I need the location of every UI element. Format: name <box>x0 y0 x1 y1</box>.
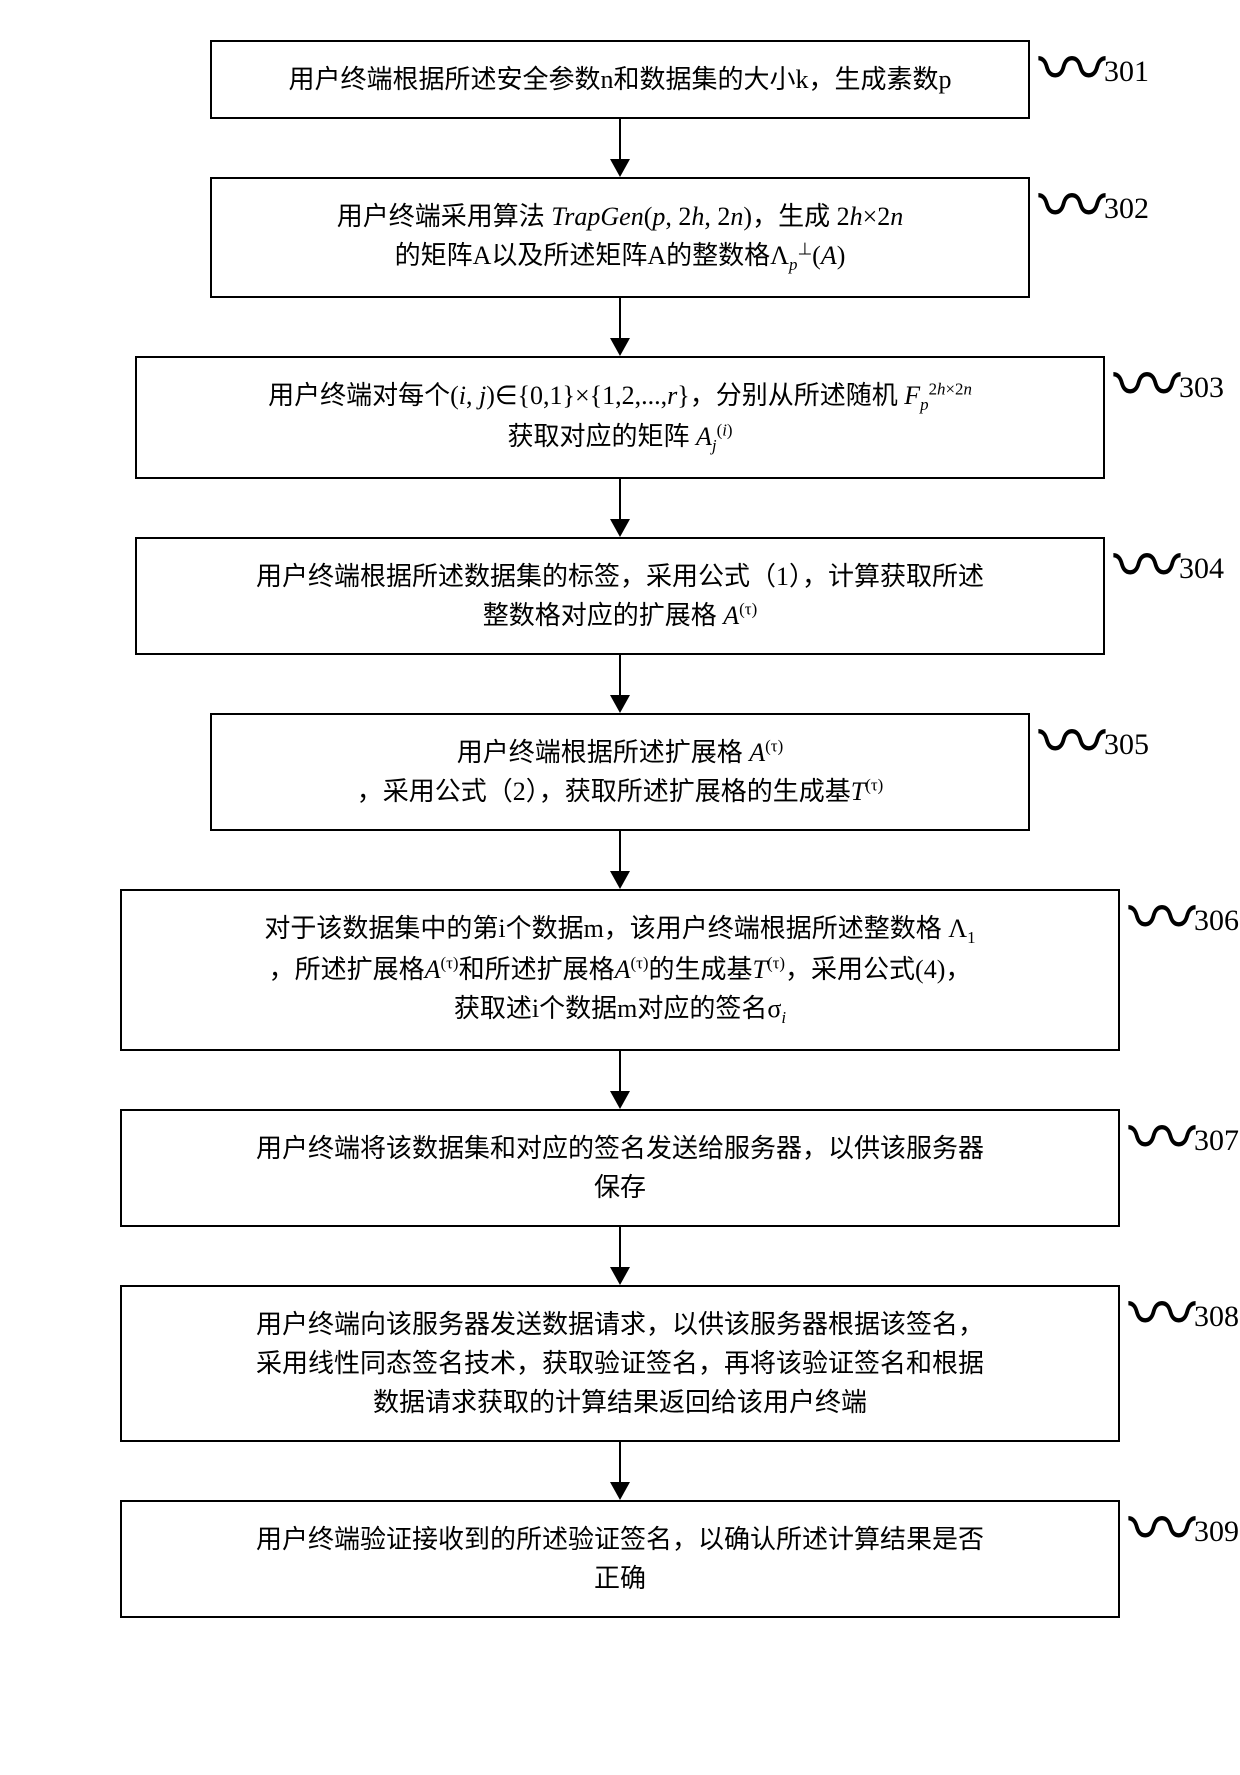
step-number: 301 <box>1104 55 1149 89</box>
arrow-down-icon <box>610 655 630 713</box>
step-connector: 〰304 <box>1123 545 1240 593</box>
flow-step-box: 用户终端根据所述数据集的标签，采用公式（1），计算获取所述整数格对应的扩展格 A… <box>135 537 1105 655</box>
step-number: 304 <box>1179 552 1224 586</box>
arrow-down-icon <box>610 1227 630 1285</box>
flow-step-box: 用户终端将该数据集和对应的签名发送给服务器，以供该服务器保存 <box>120 1109 1120 1227</box>
arrow-down-icon <box>610 1051 630 1109</box>
step-number: 306 <box>1194 904 1239 938</box>
flow-row: 用户终端根据所述数据集的标签，采用公式（1），计算获取所述整数格对应的扩展格 A… <box>40 537 1200 655</box>
step-number: 309 <box>1194 1515 1239 1549</box>
arrow-down-icon <box>610 298 630 356</box>
flow-row: 用户终端对每个(i, j)∈{0,1}×{1,2,...,r}，分别从所述随机 … <box>40 356 1200 479</box>
flow-row: 用户终端采用算法 TrapGen(p, 2h, 2n)，生成 2h×2n的矩阵A… <box>40 177 1200 298</box>
step-connector: 〰308 <box>1138 1293 1240 1341</box>
step-connector: 〰301 <box>1048 48 1168 96</box>
tilde-icon: 〰 <box>1038 706 1105 783</box>
flow-row: 用户终端根据所述安全参数n和数据集的大小k，生成素数p 〰301 <box>40 40 1200 119</box>
flow-row: 用户终端验证接收到的所述验证签名，以确认所述计算结果是否正确〰309 <box>40 1500 1200 1618</box>
tilde-icon: 〰 <box>1038 171 1105 248</box>
tilde-icon: 〰 <box>1038 34 1105 111</box>
step-number: 307 <box>1194 1124 1239 1158</box>
step-connector: 〰309 <box>1138 1508 1240 1556</box>
step-number: 305 <box>1104 728 1149 762</box>
arrow-down-icon <box>610 1442 630 1500</box>
step-connector: 〰306 <box>1138 897 1240 945</box>
flow-step-box: 对于该数据集中的第i个数据m，该用户终端根据所述整数格 Λ1，所述扩展格A(τ)… <box>120 889 1120 1051</box>
step-connector: 〰303 <box>1123 364 1240 412</box>
tilde-icon: 〰 <box>1128 882 1195 959</box>
step-connector: 〰307 <box>1138 1117 1240 1165</box>
tilde-icon: 〰 <box>1128 1278 1195 1355</box>
step-connector: 〰305 <box>1048 721 1168 769</box>
tilde-icon: 〰 <box>1128 1102 1195 1179</box>
arrow-down-icon <box>610 119 630 177</box>
flow-step-box: 用户终端对每个(i, j)∈{0,1}×{1,2,...,r}，分别从所述随机 … <box>135 356 1105 479</box>
flow-step-box: 用户终端向该服务器发送数据请求，以供该服务器根据该签名，采用线性同态签名技术，获… <box>120 1285 1120 1442</box>
tilde-icon: 〰 <box>1113 530 1180 607</box>
flow-row: 用户终端向该服务器发送数据请求，以供该服务器根据该签名，采用线性同态签名技术，获… <box>40 1285 1200 1442</box>
flow-step-box: 用户终端根据所述安全参数n和数据集的大小k，生成素数p <box>210 40 1030 119</box>
flow-step-box: 用户终端验证接收到的所述验证签名，以确认所述计算结果是否正确 <box>120 1500 1120 1618</box>
tilde-icon: 〰 <box>1113 349 1180 426</box>
flow-step-box: 用户终端根据所述扩展格 A(τ)，采用公式（2），获取所述扩展格的生成基T(τ) <box>210 713 1030 831</box>
flowchart-container: 用户终端根据所述安全参数n和数据集的大小k，生成素数p〰301用户终端采用算法 … <box>40 40 1200 1618</box>
flow-row: 用户终端根据所述扩展格 A(τ)，采用公式（2），获取所述扩展格的生成基T(τ)… <box>40 713 1200 831</box>
flow-row: 对于该数据集中的第i个数据m，该用户终端根据所述整数格 Λ1，所述扩展格A(τ)… <box>40 889 1200 1051</box>
flow-row: 用户终端将该数据集和对应的签名发送给服务器，以供该服务器保存〰307 <box>40 1109 1200 1227</box>
step-number: 308 <box>1194 1300 1239 1334</box>
step-connector: 〰302 <box>1048 185 1168 233</box>
arrow-down-icon <box>610 479 630 537</box>
flow-step-box: 用户终端采用算法 TrapGen(p, 2h, 2n)，生成 2h×2n的矩阵A… <box>210 177 1030 298</box>
arrow-down-icon <box>610 831 630 889</box>
tilde-icon: 〰 <box>1128 1493 1195 1570</box>
step-number: 303 <box>1179 371 1224 405</box>
step-number: 302 <box>1104 192 1149 226</box>
